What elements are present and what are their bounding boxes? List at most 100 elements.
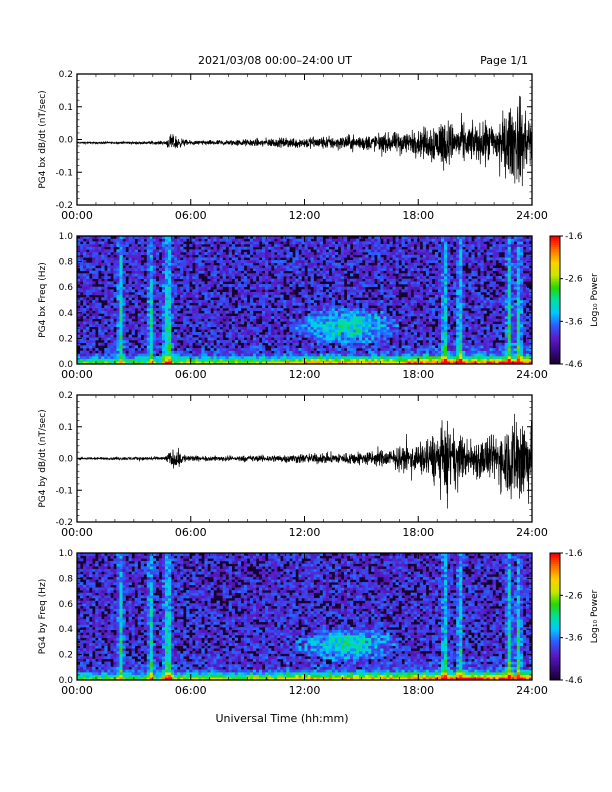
bx-spectrogram-cell (210, 268, 214, 271)
bx-spectrogram-cell (95, 324, 99, 327)
bx-spectrogram-cell (143, 284, 148, 287)
bx-spectrogram-cell (83, 318, 87, 322)
bx-spectrogram-cell (437, 321, 442, 325)
bx-spectrogram-cell (325, 262, 330, 266)
bx-spectrogram-cell (228, 332, 232, 335)
bx-spectrogram-cell (143, 348, 148, 351)
bx-spectrogram-cell (201, 316, 205, 319)
bx-spectrogram-cell (183, 257, 187, 261)
bx-spectrogram-cell (456, 260, 460, 263)
bx-spectrogram-cell (252, 284, 257, 287)
bx-spectrogram-cell (407, 236, 411, 239)
bx-spectrogram-cell (164, 342, 169, 346)
bx-spectrogram-cell (171, 305, 175, 309)
bx-spectrogram-cell (234, 329, 239, 333)
bx-spectrogram-cell (249, 300, 254, 303)
bx-spectrogram-cell (340, 334, 345, 338)
bx-spectrogram-cell (271, 348, 275, 351)
bx-spectrogram-cell (268, 350, 272, 354)
bx-spectrogram-cell (386, 246, 390, 250)
bx-spectrogram-cell (164, 340, 169, 343)
bx-spectrogram-cell (441, 292, 445, 295)
bx-spectrogram-cell (422, 318, 427, 322)
bx-spectrogram-cell (252, 278, 257, 282)
bx-spectrogram-cell (365, 300, 369, 303)
bx-spectrogram-cell (407, 353, 411, 357)
bx-spectrogram-cell (234, 241, 239, 245)
bx-spectrogram-cell (204, 241, 208, 245)
bx-spectrogram-cell (158, 310, 163, 314)
bx-spectrogram-cell (283, 302, 287, 306)
bx-spectrogram-cell (149, 302, 154, 306)
bx-spectrogram-cell (450, 321, 454, 325)
bx-spectrogram-cell (140, 342, 145, 346)
bx-spectrogram-cell (259, 313, 263, 317)
bx-spectrogram-cell (259, 289, 263, 293)
bx-spectrogram-cell (201, 300, 205, 303)
bx-spectrogram-cell (128, 361, 132, 365)
bx-spectrogram-cell (77, 353, 81, 357)
bx-spectrogram-cell (456, 332, 460, 335)
bx-spectrogram-cell (210, 260, 214, 263)
bx-spectrogram-cell (158, 332, 163, 335)
bx-spectrogram-cell (422, 332, 427, 335)
bx-spectrogram-cell (289, 238, 293, 242)
bx-spectrogram-cell (128, 246, 132, 250)
bx-spectrogram-cell (386, 356, 390, 359)
bx-spectrogram-cell (83, 246, 87, 250)
bx-spectrogram-cell (168, 284, 172, 287)
bx-spectrogram-cell (447, 310, 451, 314)
bx-spectrogram-cell (186, 329, 190, 333)
bx-spectrogram-cell (234, 281, 239, 285)
bx-spectrogram-cell (359, 268, 363, 271)
bx-spectrogram-cell (392, 276, 396, 279)
bx-spectrogram-cell (95, 236, 99, 239)
bx-spectrogram-cell (174, 260, 178, 263)
bx-spectrogram-cell (198, 321, 202, 325)
bx-spectrogram-cell (95, 361, 99, 365)
bx-spectrogram-cell (316, 340, 320, 343)
bx-spectrogram-cell (456, 284, 460, 287)
bx-spectrogram-cell (92, 300, 96, 303)
bx-spectrogram-cell (146, 236, 151, 239)
bx-spectrogram-cell (168, 273, 172, 277)
bx-spectrogram-cell (77, 300, 81, 303)
bx-spectrogram-cell (328, 249, 333, 253)
bx-spectrogram-cell (174, 310, 178, 314)
bx-spectrogram-cell (377, 353, 381, 357)
bx-spectrogram-cell (295, 254, 299, 258)
bx-spectrogram-cell (425, 337, 430, 341)
bx-spectrogram-cell (152, 236, 157, 239)
bx-spectrogram-cell (459, 241, 463, 245)
bx-spectrogram-cell (431, 270, 436, 274)
bx-spectrogram-cell (277, 241, 281, 245)
bx-spectrogram-cell (101, 337, 105, 341)
bx-spectrogram-cell (313, 241, 317, 245)
bx-spectrogram-cell (125, 236, 129, 239)
bx-spectrogram-cell (283, 236, 287, 239)
bx-spectrogram-cell (246, 321, 251, 325)
bx-spectrogram-cell (213, 353, 217, 357)
bx-spectrogram-cell (362, 273, 366, 277)
bx-spectrogram-cell (149, 350, 154, 354)
bx-spectrogram-cell (437, 316, 442, 319)
bx-spectrogram-cell (122, 268, 126, 271)
bx-spectrogram-cell (140, 252, 145, 255)
bx-spectrogram-cell (259, 268, 263, 271)
bx-spectrogram-cell (210, 276, 214, 279)
bx-spectrogram-cell (77, 334, 81, 338)
bx-spectrogram-cell (86, 313, 90, 317)
bx-spectrogram-cell (304, 324, 308, 327)
bx-spectrogram-cell (422, 337, 427, 341)
bx-spectrogram-cell (286, 350, 290, 354)
bx-spectrogram-cell (216, 286, 220, 290)
bx-spectrogram-cell (340, 313, 345, 317)
bx-spectrogram-cell (137, 278, 141, 282)
bx-spectrogram-cell (125, 254, 129, 258)
bx-spectrogram-cell (231, 345, 236, 349)
bx-spectrogram-cell (149, 321, 154, 325)
bx-spectrogram-cell (216, 324, 220, 327)
bx-spectrogram-cell (234, 326, 239, 330)
bx-spectrogram-cell (437, 358, 442, 362)
bx-spectrogram-cell (189, 316, 193, 319)
